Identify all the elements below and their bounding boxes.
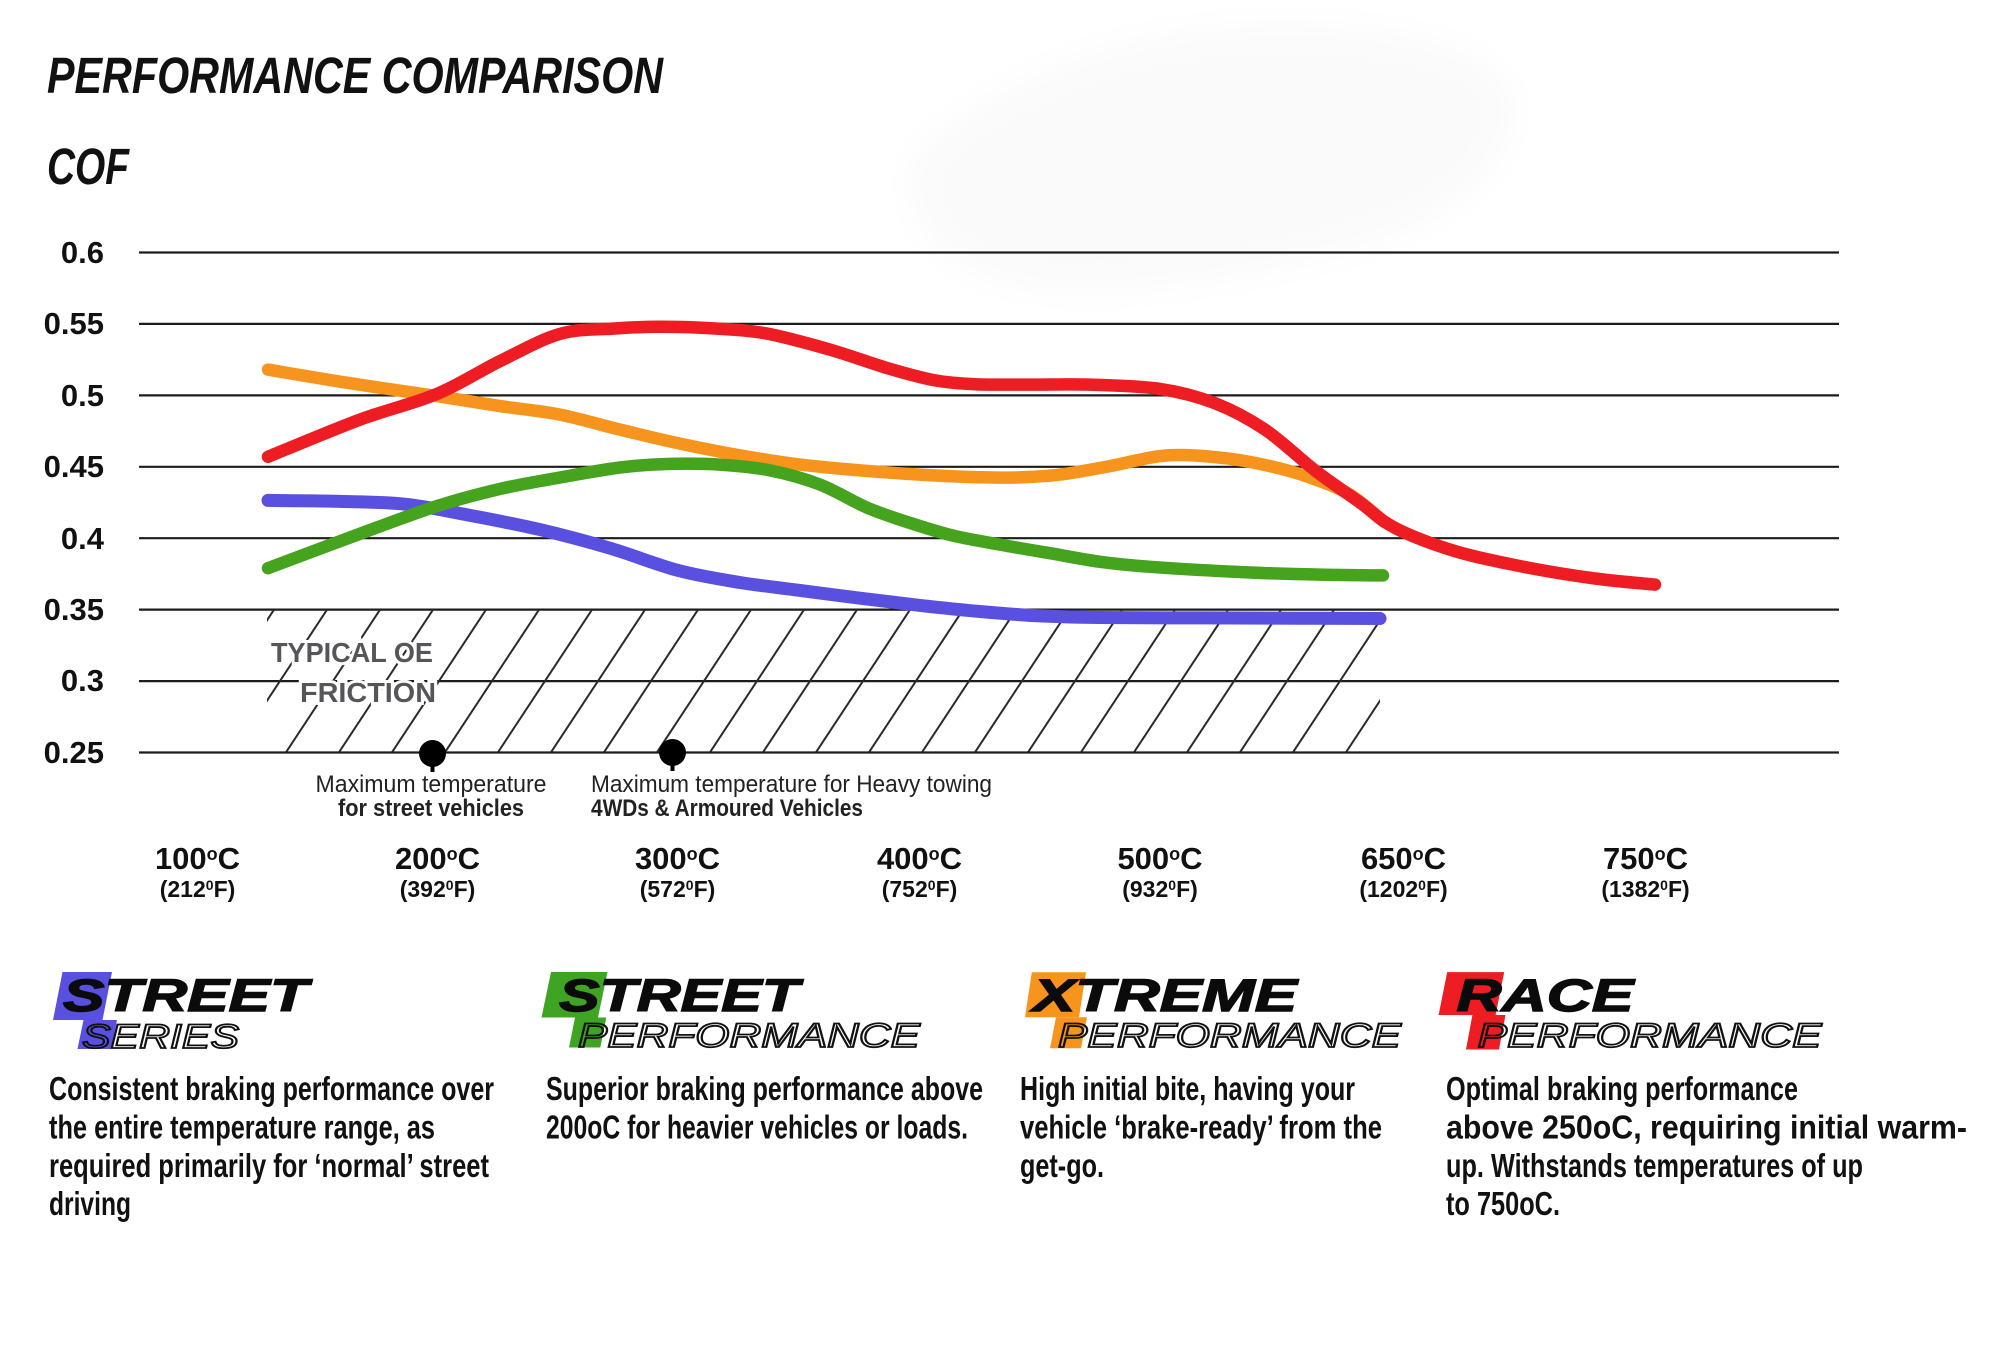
svg-text:PERFORMANCE COMPARISON: PERFORMANCE COMPARISON [47, 47, 664, 104]
svg-text:(5720F): (5720F) [640, 876, 716, 902]
svg-text:400oC: 400oC [877, 841, 962, 876]
svg-text:required primarily for ‘normal: required primarily for ‘normal’ street [49, 1147, 489, 1184]
svg-text:(9320F): (9320F) [1122, 876, 1198, 902]
svg-text:High initial bite, having your: High initial bite, having your [1020, 1070, 1355, 1107]
svg-text:(12020F): (12020F) [1359, 876, 1447, 902]
svg-text:0.5: 0.5 [61, 378, 104, 413]
svg-text:650oC: 650oC [1361, 841, 1446, 876]
svg-text:up. Withstands temperatures of: up. Withstands temperatures of up [1446, 1147, 1863, 1184]
svg-text:0.45: 0.45 [44, 449, 104, 484]
svg-text:for street vehicles: for street vehicles [338, 795, 524, 822]
svg-text:0.6: 0.6 [61, 235, 104, 270]
svg-text:(2120F): (2120F) [160, 876, 236, 902]
svg-text:4WDs & Armoured Vehicles: 4WDs & Armoured Vehicles [591, 795, 863, 822]
svg-text:Optimal braking performance: Optimal braking performance [1446, 1070, 1798, 1107]
svg-text:STREET: STREET [63, 970, 313, 1021]
svg-text:get-go.: get-go. [1020, 1147, 1104, 1184]
svg-text:0.4: 0.4 [61, 521, 105, 556]
svg-text:300oC: 300oC [635, 841, 720, 876]
svg-text:100oC: 100oC [155, 841, 240, 876]
svg-text:the entire temperature range,: the entire temperature range, as [49, 1108, 435, 1145]
svg-text:vehicle ‘brake-ready’ from the: vehicle ‘brake-ready’ from the [1020, 1108, 1382, 1145]
svg-text:PERFORMANCE: PERFORMANCE [578, 1017, 920, 1055]
svg-text:FRICTION: FRICTION [300, 677, 436, 708]
svg-text:(13820F): (13820F) [1601, 876, 1689, 902]
svg-text:to 750oC.: to 750oC. [1446, 1185, 1560, 1222]
svg-text:COF: COF [47, 138, 130, 195]
svg-text:200oC: 200oC [395, 841, 480, 876]
svg-text:XTREME: XTREME [1029, 970, 1300, 1021]
svg-text:0.35: 0.35 [44, 592, 104, 627]
svg-text:0.55: 0.55 [44, 306, 104, 341]
svg-text:Consistent braking performance: Consistent braking performance over [49, 1070, 494, 1107]
svg-text:RACE: RACE [1457, 970, 1637, 1021]
svg-text:STREET: STREET [559, 970, 804, 1021]
svg-text:SERIES: SERIES [82, 1018, 239, 1056]
svg-text:0.3: 0.3 [61, 663, 104, 698]
svg-text:(7520F): (7520F) [882, 876, 958, 902]
svg-text:PERFORMANCE: PERFORMANCE [1478, 1017, 1822, 1055]
svg-text:750oC: 750oC [1603, 841, 1688, 876]
svg-text:above 250oC, requiring initial: above 250oC, requiring initial warm- [1446, 1108, 1967, 1145]
svg-text:driving: driving [49, 1185, 131, 1222]
svg-text:Superior braking performance a: Superior braking performance above [546, 1070, 983, 1107]
svg-text:PERFORMANCE: PERFORMANCE [1058, 1017, 1401, 1055]
svg-text:(3920F): (3920F) [400, 876, 476, 902]
svg-text:500oC: 500oC [1117, 841, 1202, 876]
svg-text:0.25: 0.25 [44, 735, 104, 770]
svg-text:Maximum temperature: Maximum temperature [316, 771, 547, 798]
svg-text:TYPICAL OE: TYPICAL OE [271, 637, 433, 668]
svg-text:200oC for heavier vehicles or: 200oC for heavier vehicles or loads. [546, 1108, 968, 1145]
svg-text:Maximum temperature for Heavy: Maximum temperature for Heavy towing [591, 771, 992, 798]
